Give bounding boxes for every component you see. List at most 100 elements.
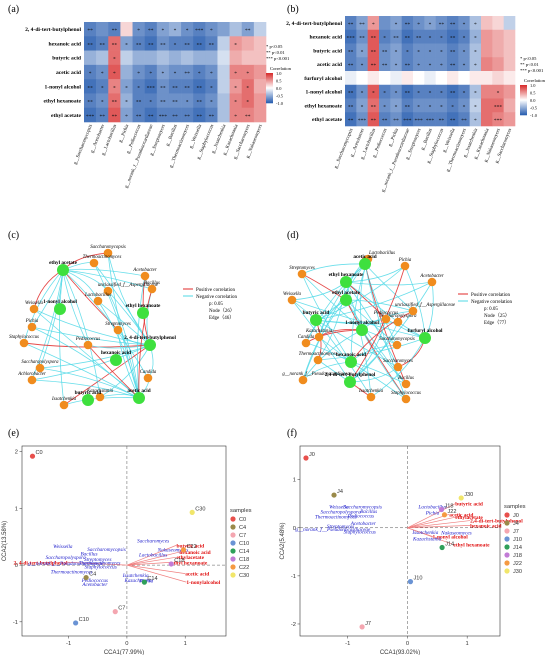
negative-edge	[345, 281, 399, 368]
samples-legend-swatch	[504, 544, 510, 550]
heatmap-cell	[356, 71, 368, 86]
x-tick-label: -1	[345, 641, 350, 647]
negative-edge	[62, 268, 146, 277]
heatmap-cell	[413, 43, 425, 58]
genus-label: Pichia	[398, 258, 412, 263]
sample-label: J18	[444, 503, 453, 509]
heatmap-cell	[84, 50, 97, 66]
genus-label: Staphylococcus	[391, 391, 421, 396]
heatmap-cell	[390, 98, 402, 113]
heatmap-cell	[447, 98, 459, 113]
significance-mark: *	[113, 71, 116, 77]
y-axis-label: CCA2(5.48%)	[280, 522, 286, 559]
significance-mark: **	[172, 114, 178, 120]
significance-mark: *	[429, 104, 432, 110]
colorbar-step	[266, 83, 273, 85]
genus-node	[301, 338, 311, 348]
heatmap-cell	[379, 16, 391, 31]
genus-label: Staphylococcus	[344, 530, 376, 536]
colorbar-step	[266, 79, 273, 81]
significance-legend: ** p<0.01	[520, 62, 539, 67]
heatmap-cell	[503, 84, 516, 99]
env-arrow	[407, 513, 450, 529]
panel-label: (b)	[287, 4, 299, 15]
genus-node	[143, 373, 153, 383]
plot-frame	[299, 445, 501, 637]
genus-node	[313, 355, 323, 365]
significance-mark: *	[395, 104, 398, 110]
negative-edge	[31, 326, 151, 346]
env-arrow-label: acetic acid	[449, 512, 473, 518]
genus-label: Thermoactinomyces	[79, 561, 121, 567]
x-tick-label: 0	[406, 641, 409, 647]
heatmap-cell	[492, 57, 504, 72]
heatmap-cell	[156, 79, 170, 94]
genus-node	[95, 392, 105, 402]
colorbar-step	[520, 105, 527, 107]
x-tick-label: 1	[184, 641, 187, 647]
significance-mark: *	[463, 36, 466, 42]
genus-label: Nakaseomyces	[157, 547, 189, 553]
heatmap-cell	[156, 64, 170, 80]
colorbar-step	[520, 95, 527, 97]
colorbar-step	[266, 81, 273, 83]
heatmap-cell	[435, 57, 448, 72]
positive-edge	[63, 344, 151, 406]
heatmap-cell	[193, 36, 206, 51]
significance-mark: ***	[86, 114, 95, 120]
significance-mark: **	[371, 104, 377, 110]
heatmap-cell	[217, 64, 230, 80]
genus-label: Saccharomyces	[383, 359, 413, 364]
negative-edge	[302, 329, 363, 381]
significance-mark: *	[361, 91, 364, 97]
heatmap-cell	[413, 84, 425, 99]
colorbar-step	[520, 94, 527, 96]
genus-label: Saccharopolyspora	[379, 314, 417, 319]
colorbar-step	[266, 93, 273, 95]
heatmap-cell	[458, 112, 470, 127]
colorbar-tick: 0.0	[276, 86, 282, 91]
y-tick-label: -1	[13, 620, 18, 626]
genus-label: Pediococcus	[75, 337, 100, 342]
negative-edge	[317, 281, 347, 361]
genus-label: Bacillus	[144, 281, 160, 286]
genus-label: Acetobacter	[419, 274, 443, 279]
heatmap-cell	[229, 107, 243, 123]
heatmap-cell	[435, 112, 448, 127]
heatmap-cell	[229, 50, 243, 66]
sample-point	[189, 509, 195, 515]
heatmap-cell	[84, 36, 97, 51]
heatmap-cell	[379, 29, 391, 44]
genus-label: Bacillus	[81, 551, 98, 557]
row-label: butyric acid	[313, 48, 343, 54]
heatmap-cell	[132, 36, 145, 51]
negative-edge	[107, 252, 140, 399]
significance-mark: **	[148, 28, 154, 34]
genus-label: unclassified_f__Aspergillaceae	[98, 283, 159, 288]
significance-mark: *	[440, 49, 443, 55]
colorbar-step	[520, 104, 527, 106]
heatmap-cell	[345, 43, 357, 58]
sample-point	[439, 544, 445, 551]
heatmap-cell	[132, 107, 145, 123]
heatmap-cell	[144, 36, 158, 51]
significance-mark: **	[405, 91, 411, 97]
genus-label: Weissella	[53, 544, 73, 550]
significance-mark: **	[148, 114, 154, 120]
heatmap-cell	[413, 112, 425, 127]
negative-edge	[291, 299, 351, 383]
heatmap-cell	[481, 43, 493, 58]
heatmap-cell	[156, 22, 170, 37]
genus-node	[59, 400, 69, 410]
y-tick-label: 2	[15, 450, 18, 456]
heatmap-cell	[345, 84, 357, 99]
significance-mark: **	[382, 118, 388, 124]
heatmap-cell	[156, 36, 170, 51]
heatmap-cell	[144, 79, 158, 94]
genus-label: Streptomyces	[289, 266, 315, 271]
heatmap-cell	[345, 71, 357, 86]
heatmap-cell	[481, 98, 493, 113]
heatmap-cell	[229, 79, 243, 94]
